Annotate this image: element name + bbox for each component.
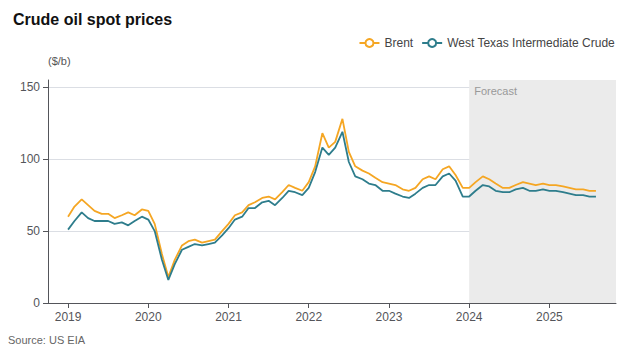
- svg-text:West Texas Intermediate Crude: West Texas Intermediate Crude: [447, 36, 615, 50]
- svg-text:150: 150: [20, 80, 40, 94]
- svg-text:Forecast: Forecast: [474, 85, 517, 97]
- svg-text:2022: 2022: [295, 310, 322, 324]
- svg-text:2024: 2024: [456, 310, 483, 324]
- svg-text:100: 100: [20, 152, 40, 166]
- svg-text:($/b): ($/b): [48, 55, 71, 67]
- svg-text:Source: US EIA: Source: US EIA: [8, 334, 86, 346]
- svg-text:Crude oil spot prices: Crude oil spot prices: [13, 11, 172, 28]
- svg-text:2025: 2025: [536, 310, 563, 324]
- svg-text:50: 50: [27, 224, 41, 238]
- svg-text:2020: 2020: [135, 310, 162, 324]
- svg-text:2023: 2023: [376, 310, 403, 324]
- svg-text:2019: 2019: [55, 310, 82, 324]
- svg-text:0: 0: [33, 296, 40, 310]
- svg-text:Brent: Brent: [384, 36, 413, 50]
- svg-text:2021: 2021: [215, 310, 242, 324]
